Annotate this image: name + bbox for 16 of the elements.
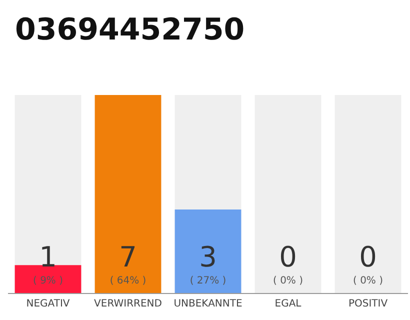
x-tick-label: NEGATIV [26, 298, 70, 310]
x-tick-label: UNBEKANNTE [174, 298, 242, 310]
data-label: ( 0% ) [352, 276, 384, 286]
data-label: ( 64% ) [110, 276, 146, 286]
x-tick-label: EGAL [274, 298, 302, 310]
x-tick-label: POSITIV [348, 298, 388, 310]
x-tick-label: VERWIRREND [94, 298, 162, 310]
data-label: ( 0% ) [272, 276, 304, 286]
annotation: 1 [39, 240, 57, 274]
annotation: 7 [119, 240, 137, 274]
chart-title: 03694452750 [15, 12, 245, 48]
annotation: 3 [199, 240, 217, 274]
annotation: 0 [279, 240, 297, 274]
data-label: ( 27% ) [190, 276, 226, 286]
data-label: ( 9% ) [32, 276, 64, 286]
annotation: 0 [359, 240, 377, 274]
